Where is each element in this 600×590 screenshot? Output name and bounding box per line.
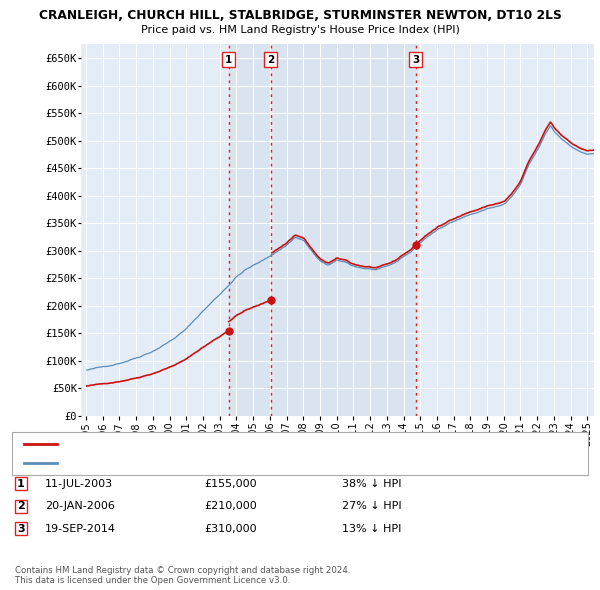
Text: CRANLEIGH, CHURCH HILL, STALBRIDGE, STURMINSTER NEWTON, DT10 2LS (detached h: CRANLEIGH, CHURCH HILL, STALBRIDGE, STUR…	[60, 440, 479, 449]
Text: £310,000: £310,000	[204, 524, 257, 533]
Text: HPI: Average price, detached house, Dorset: HPI: Average price, detached house, Dors…	[60, 458, 268, 467]
Text: 27% ↓ HPI: 27% ↓ HPI	[342, 502, 401, 511]
Text: £155,000: £155,000	[204, 479, 257, 489]
Text: 19-SEP-2014: 19-SEP-2014	[45, 524, 116, 533]
Text: Contains HM Land Registry data © Crown copyright and database right 2024.
This d: Contains HM Land Registry data © Crown c…	[15, 566, 350, 585]
Text: 2: 2	[267, 55, 274, 65]
Text: 2: 2	[17, 502, 25, 511]
Text: 1: 1	[225, 55, 232, 65]
Text: CRANLEIGH, CHURCH HILL, STALBRIDGE, STURMINSTER NEWTON, DT10 2LS: CRANLEIGH, CHURCH HILL, STALBRIDGE, STUR…	[38, 9, 562, 22]
Text: 20-JAN-2006: 20-JAN-2006	[45, 502, 115, 511]
Text: 1: 1	[17, 479, 25, 489]
Text: 3: 3	[17, 524, 25, 533]
Text: 13% ↓ HPI: 13% ↓ HPI	[342, 524, 401, 533]
Text: 3: 3	[412, 55, 419, 65]
Bar	[229, 44, 271, 416]
Text: Price paid vs. HM Land Registry's House Price Index (HPI): Price paid vs. HM Land Registry's House …	[140, 25, 460, 35]
Text: £210,000: £210,000	[204, 502, 257, 511]
Bar	[271, 44, 416, 416]
Text: 11-JUL-2003: 11-JUL-2003	[45, 479, 113, 489]
Text: 38% ↓ HPI: 38% ↓ HPI	[342, 479, 401, 489]
